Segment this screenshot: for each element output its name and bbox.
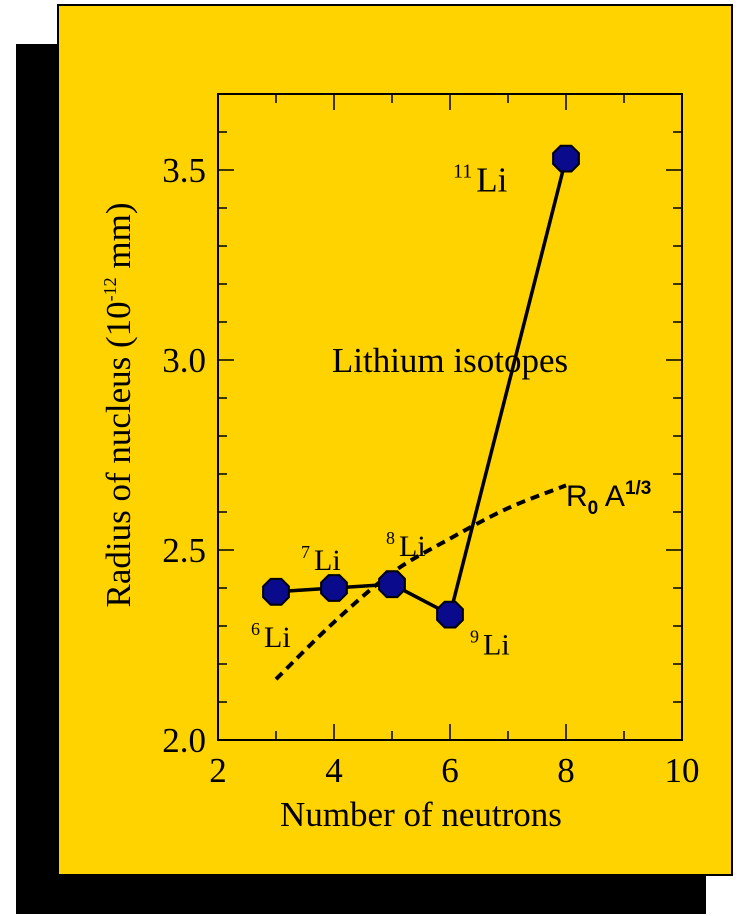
x-tick-label: 2 xyxy=(209,751,227,790)
chart-panel xyxy=(57,4,733,876)
dashed-curve-r0-a13 xyxy=(274,483,567,681)
data-point-marker xyxy=(552,144,580,173)
isotope-label: 9 Li xyxy=(470,627,510,662)
isotope-mass-number: 7 xyxy=(301,542,310,562)
series xyxy=(262,144,580,681)
isotope-element: Li xyxy=(483,629,510,662)
x-axis-label: Number of neutrons xyxy=(280,795,562,834)
chart-title: Lithium isotopes xyxy=(332,341,568,380)
isotope-element: Li xyxy=(314,544,341,577)
isotope-mass-number: 11 xyxy=(453,161,472,183)
y-tick-label: 3.0 xyxy=(162,341,206,380)
y-axis-label-exponent: -12 xyxy=(100,277,120,301)
tick-labels: 2 4 6 8 10 2.0 2.5 3.0 3.5 xyxy=(162,151,699,790)
data-point-marker xyxy=(378,570,406,599)
ticks xyxy=(217,93,683,741)
x-tick-label: 10 xyxy=(665,751,700,790)
isotope-mass-number: 9 xyxy=(470,627,479,647)
curve-label-subscript: 0 xyxy=(588,498,599,519)
isotope-label: 8 Li xyxy=(386,528,426,563)
isotope-element: Li xyxy=(476,161,507,200)
y-axis-label-main: Radius of nucleus (10 xyxy=(99,301,138,607)
y-tick-label: 3.5 xyxy=(162,151,206,190)
data-point-marker xyxy=(436,600,464,629)
isotope-mass-number: 6 xyxy=(251,619,260,639)
y-axis-label: Radius of nucleus (10-12 mm) xyxy=(99,202,138,607)
isotope-label: 6 Li xyxy=(251,619,291,654)
x-tick-label: 6 xyxy=(441,751,459,790)
y-tick-label: 2.5 xyxy=(162,531,206,570)
data-point-marker xyxy=(320,574,348,602)
isotope-label: 7 Li xyxy=(301,542,341,577)
isotope-element: Li xyxy=(399,530,426,563)
isotope-label: 11 Li xyxy=(453,161,508,200)
isotope-element: Li xyxy=(264,621,291,654)
x-tick-label: 4 xyxy=(325,751,343,790)
curve-label-base: R xyxy=(566,480,588,513)
curve-label-term: A xyxy=(598,480,625,513)
curve-label: R0 A1/3 xyxy=(566,478,651,519)
isotope-mass-number: 8 xyxy=(386,528,395,548)
curve-label-exponent: 1/3 xyxy=(625,478,651,499)
y-tick-label: 2.0 xyxy=(162,721,206,760)
x-tick-label: 8 xyxy=(557,751,575,790)
y-axis-label-unit: mm) xyxy=(99,202,138,277)
data-point-marker xyxy=(262,577,290,606)
